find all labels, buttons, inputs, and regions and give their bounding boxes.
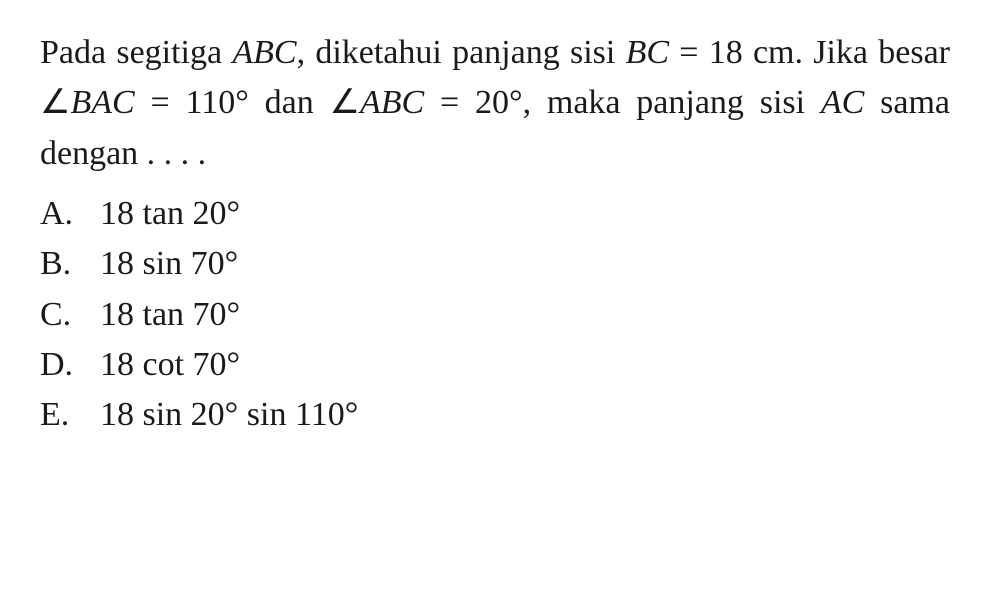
question-stem: Pada segitiga ABC, diketahui panjang sis… [40, 28, 950, 179]
option-letter: B. [40, 239, 100, 289]
option-text: 18 cot 70° [100, 340, 950, 390]
text-segment: Pada segitiga [40, 34, 232, 71]
option-text: 18 sin 20° sin 110° [100, 390, 950, 440]
options-list: A. 18 tan 20° B. 18 sin 70° C. 18 tan 70… [40, 189, 950, 441]
variable-bc: BC [626, 34, 669, 71]
option-b: B. 18 sin 70° [40, 239, 950, 289]
option-letter: A. [40, 189, 100, 239]
variable-abc2: ABC [360, 84, 424, 121]
variable-abc: ABC [232, 34, 296, 71]
angle-symbol: ∠ [330, 84, 360, 121]
option-c: C. 18 tan 70° [40, 290, 950, 340]
text-segment: , diketahui panjang sisi [297, 34, 626, 71]
variable-bac: BAC [70, 84, 134, 121]
option-d: D. 18 cot 70° [40, 340, 950, 390]
option-text: 18 tan 70° [100, 290, 950, 340]
option-text: 18 tan 20° [100, 189, 950, 239]
option-letter: D. [40, 340, 100, 390]
option-text: 18 sin 70° [100, 239, 950, 289]
text-segment: = 18 cm. Jika besar [669, 34, 950, 71]
angle-symbol: ∠ [40, 84, 70, 121]
option-e: E. 18 sin 20° sin 110° [40, 390, 950, 440]
text-segment: = 110° dan [135, 84, 330, 121]
option-letter: E. [40, 390, 100, 440]
text-segment: = 20°, maka panjang sisi [424, 84, 821, 121]
option-letter: C. [40, 290, 100, 340]
option-a: A. 18 tan 20° [40, 189, 950, 239]
variable-ac: AC [821, 84, 864, 121]
